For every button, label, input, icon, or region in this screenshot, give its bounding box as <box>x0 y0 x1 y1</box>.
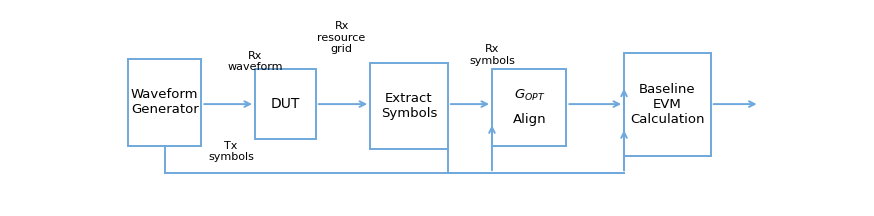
FancyBboxPatch shape <box>370 62 448 149</box>
FancyBboxPatch shape <box>255 69 316 139</box>
FancyBboxPatch shape <box>128 59 201 146</box>
Text: Align: Align <box>512 113 546 125</box>
Text: Waveform
Generator: Waveform Generator <box>131 88 198 116</box>
Text: Rx
symbols: Rx symbols <box>469 44 515 66</box>
Text: Rx
waveform: Rx waveform <box>227 51 282 73</box>
Text: Extract
Symbols: Extract Symbols <box>381 92 437 120</box>
Text: Baseline
EVM
Calculation: Baseline EVM Calculation <box>630 83 704 125</box>
FancyBboxPatch shape <box>492 69 566 146</box>
FancyBboxPatch shape <box>624 52 711 156</box>
Text: $G_{OPT}$: $G_{OPT}$ <box>514 88 545 103</box>
Text: DUT: DUT <box>271 97 300 111</box>
Text: Rx
resource
grid: Rx resource grid <box>317 21 365 54</box>
Text: Tx
symbols: Tx symbols <box>208 141 254 162</box>
